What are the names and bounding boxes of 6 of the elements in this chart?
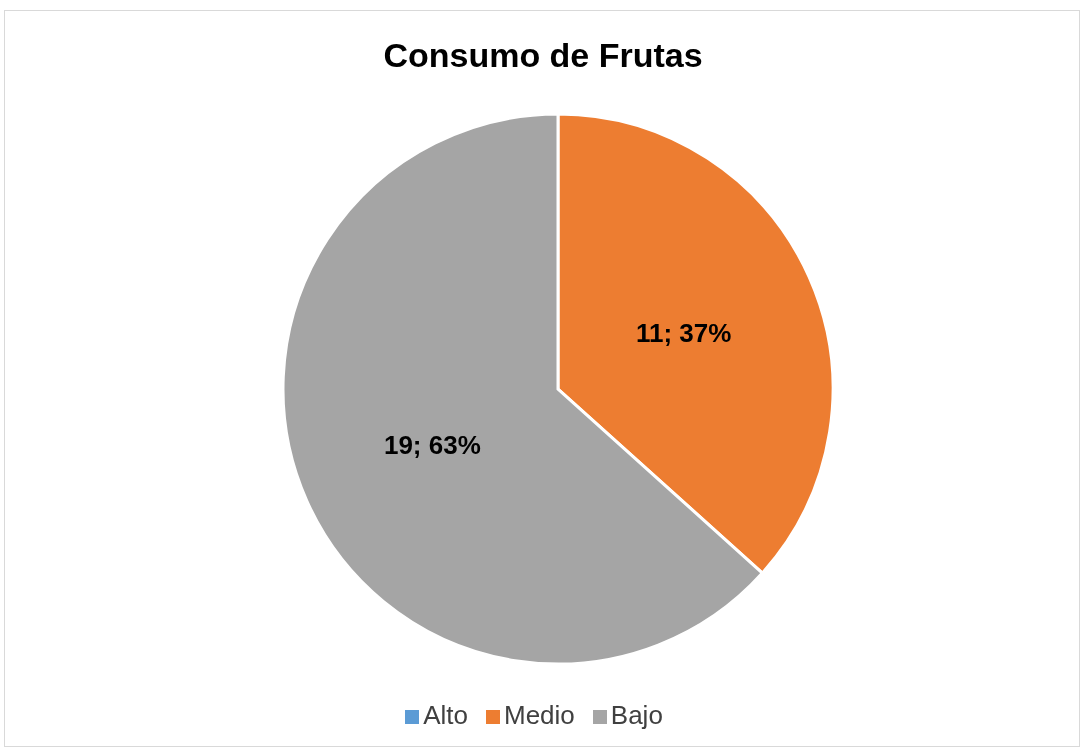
chart-title: Consumo de Frutas [382, 36, 704, 75]
legend-label: Alto [423, 700, 468, 730]
data-label: 19; 63% [383, 429, 481, 460]
data-label: 11; 37% [635, 318, 732, 349]
legend-label: Medio [503, 700, 575, 730]
legend-label: Bajo [610, 700, 663, 730]
